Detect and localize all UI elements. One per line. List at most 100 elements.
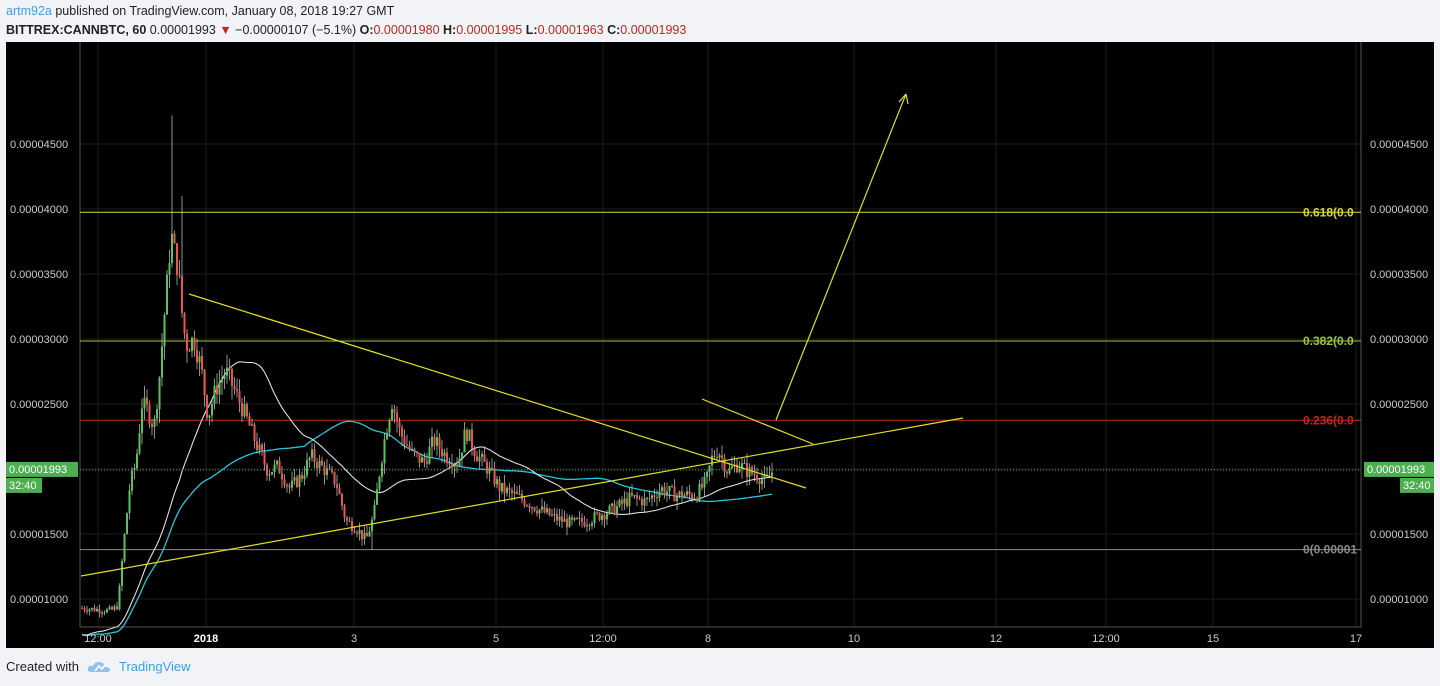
candle-body[interactable] (156, 409, 158, 419)
candle-body[interactable] (598, 512, 601, 520)
candle-body[interactable] (393, 409, 396, 413)
candle-body[interactable] (321, 460, 323, 466)
candle-body[interactable] (416, 451, 418, 453)
candle-body[interactable] (271, 472, 273, 475)
candle-body[interactable] (146, 397, 148, 405)
candle-body[interactable] (666, 491, 668, 495)
candle-body[interactable] (183, 313, 186, 334)
candle-body[interactable] (368, 531, 371, 537)
candle-body[interactable] (83, 608, 86, 611)
candle-body[interactable] (691, 494, 693, 499)
candle-body[interactable] (663, 487, 666, 495)
candle-body[interactable] (263, 451, 266, 465)
candle-body[interactable] (361, 530, 363, 540)
candle-body[interactable] (328, 468, 331, 470)
candle-body[interactable] (693, 498, 696, 500)
candle-body[interactable] (166, 274, 168, 315)
candle-body[interactable] (581, 517, 583, 523)
candle-body[interactable] (423, 457, 426, 462)
candle-body[interactable] (558, 516, 561, 521)
candle-body[interactable] (378, 476, 381, 490)
candle-body[interactable] (308, 457, 311, 461)
candle-body[interactable] (526, 505, 528, 507)
candle-body[interactable] (538, 509, 541, 514)
candle-body[interactable] (113, 606, 116, 610)
candle-body[interactable] (326, 468, 328, 476)
candle-body[interactable] (458, 458, 461, 467)
flag-upper-line[interactable] (701, 398, 814, 445)
candle-body[interactable] (658, 491, 661, 498)
candle-body[interactable] (158, 377, 161, 410)
candle-body[interactable] (211, 403, 213, 416)
candle-body[interactable] (646, 498, 648, 500)
candle-body[interactable] (473, 448, 476, 457)
candle-body[interactable] (111, 607, 113, 610)
candle-body[interactable] (208, 415, 211, 418)
candle-body[interactable] (201, 356, 203, 371)
tradingview-brand-link[interactable]: TradingView (118, 659, 191, 674)
candle-body[interactable] (556, 513, 558, 521)
candle-body[interactable] (608, 505, 611, 514)
candle-body[interactable] (91, 607, 93, 610)
candle-body[interactable] (551, 514, 553, 516)
candle-body[interactable] (216, 385, 218, 395)
candle-body[interactable] (366, 532, 368, 537)
candle-body[interactable] (251, 424, 253, 426)
candle-body[interactable] (103, 612, 106, 614)
candle-body[interactable] (296, 477, 298, 488)
candle-body[interactable] (588, 525, 591, 527)
candle-body[interactable] (621, 499, 623, 504)
candle-body[interactable] (336, 484, 338, 489)
candle-body[interactable] (276, 460, 278, 465)
candle-body[interactable] (613, 503, 616, 515)
candle-body[interactable] (748, 467, 751, 477)
candle-body[interactable] (178, 274, 181, 276)
candle-body[interactable] (141, 408, 143, 434)
candle-body[interactable] (338, 488, 341, 495)
candle-body[interactable] (153, 418, 156, 428)
candle-body[interactable] (448, 463, 451, 465)
candle-body[interactable] (678, 491, 681, 496)
candle-body[interactable] (633, 494, 636, 496)
candle-body[interactable] (721, 455, 723, 459)
candle-body[interactable] (593, 512, 596, 524)
candle-body[interactable] (313, 449, 316, 463)
candle-body[interactable] (388, 420, 391, 433)
candle-body[interactable] (516, 491, 518, 495)
candle-body[interactable] (391, 409, 393, 421)
candle-body[interactable] (671, 486, 673, 488)
candle-body[interactable] (463, 429, 466, 453)
candle-body[interactable] (151, 423, 153, 428)
candle-body[interactable] (161, 346, 163, 378)
candle-body[interactable] (443, 452, 446, 457)
candle-body[interactable] (451, 464, 453, 468)
candle-body[interactable] (343, 505, 346, 518)
candle-body[interactable] (718, 455, 721, 458)
candle-body[interactable] (578, 517, 581, 519)
candle-body[interactable] (643, 498, 646, 506)
candle-body[interactable] (318, 460, 321, 469)
candle-body[interactable] (411, 448, 413, 450)
candle-body[interactable] (426, 461, 428, 464)
candle-body[interactable] (408, 445, 411, 450)
candle-body[interactable] (583, 522, 586, 527)
candle-body[interactable] (586, 525, 588, 527)
chart-area[interactable]: 0.764(0.00.618(0.00.5(0.0000.382(0.00.23… (6, 42, 1434, 648)
candle-body[interactable] (221, 379, 223, 383)
candle-body[interactable] (481, 453, 483, 457)
candle-body[interactable] (138, 433, 141, 454)
candle-body[interactable] (523, 499, 526, 506)
candle-body[interactable] (603, 515, 606, 520)
candle-body[interactable] (553, 513, 556, 515)
candle-body[interactable] (218, 382, 221, 395)
candle-body[interactable] (373, 504, 376, 520)
candle-body[interactable] (353, 531, 356, 533)
candle-body[interactable] (713, 455, 716, 458)
candle-body[interactable] (466, 429, 468, 441)
candle-body[interactable] (358, 530, 361, 534)
candle-body[interactable] (356, 532, 358, 534)
candle-body[interactable] (533, 507, 536, 511)
candle-body[interactable] (396, 412, 398, 422)
candle-body[interactable] (143, 397, 146, 409)
candle-body[interactable] (573, 517, 576, 520)
